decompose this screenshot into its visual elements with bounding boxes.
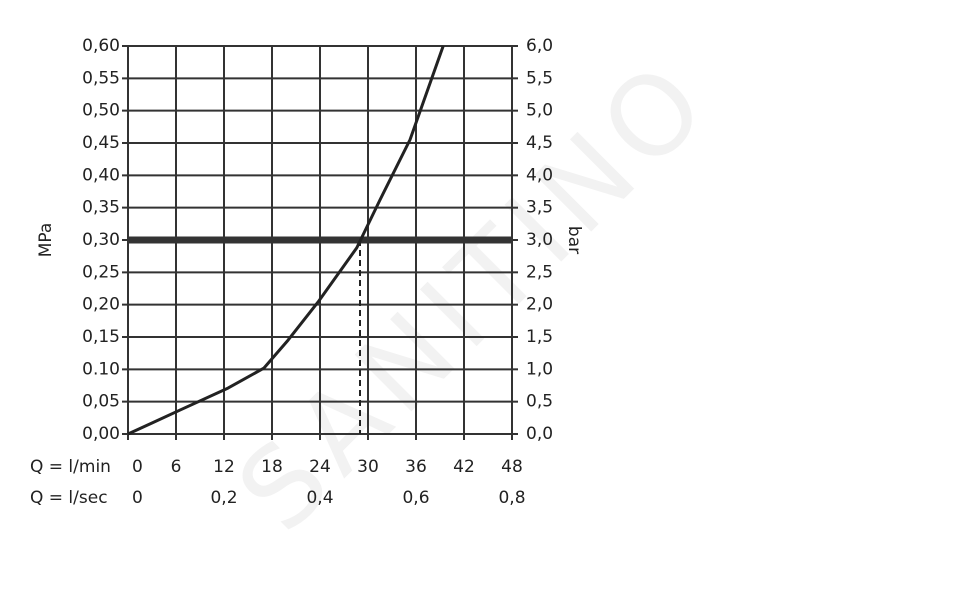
y2-tick-label: 0,0 <box>526 424 553 444</box>
x-tick-label: 0 <box>132 457 143 477</box>
x-tick-label: 24 <box>309 457 331 477</box>
x-tick-label: 12 <box>213 457 235 477</box>
x-tick-label: 6 <box>171 457 182 477</box>
y-tick-label: 0,00 <box>82 424 120 444</box>
y-tick-label: 0,60 <box>82 36 120 56</box>
y-tick-label: 0,35 <box>82 198 120 218</box>
y-tick-label: 0,50 <box>82 101 120 121</box>
x2-tick-label: 0 <box>132 488 143 508</box>
y-tick-label: 0.10 <box>82 359 120 379</box>
watermark: SANITINO <box>213 33 735 555</box>
y2-tick-label: 4,0 <box>526 165 553 185</box>
y2-tick-label: 0,5 <box>526 392 553 412</box>
y-tick-label: 0,20 <box>82 295 120 315</box>
y2-tick-label: 4,5 <box>526 133 553 153</box>
y2-tick-label: 5,0 <box>526 101 553 121</box>
y2-tick-label: 5,5 <box>526 68 553 88</box>
x2-tick-label: 0,6 <box>402 488 429 508</box>
y2-tick-label: 6,0 <box>526 36 553 56</box>
x2-tick-label: 0,4 <box>306 488 333 508</box>
curve <box>127 45 445 436</box>
x-tick-label: 30 <box>357 457 379 477</box>
y-tick-label: 0,25 <box>82 262 120 282</box>
x-tick-label: 48 <box>501 457 523 477</box>
y2-tick-label: 1,0 <box>526 359 553 379</box>
y-tick-label: 0,55 <box>82 68 120 88</box>
x2-tick-label: 0,2 <box>210 488 237 508</box>
y-tick-label: 0,15 <box>82 327 120 347</box>
x2-tick-label: 0,8 <box>498 488 525 508</box>
x-tick-label: 36 <box>405 457 427 477</box>
y2-tick-label: 2,5 <box>526 262 553 282</box>
y2-tick-label: 3,0 <box>526 230 553 250</box>
y-tick-label: 0,30 <box>82 230 120 250</box>
y2-tick-label: 3,5 <box>526 198 553 218</box>
y-tick-label: 0,45 <box>82 133 120 153</box>
x2-axis-label: Q = l/sec <box>30 488 108 508</box>
y-tick-label: 0,40 <box>82 165 120 185</box>
x-tick-label: 18 <box>261 457 283 477</box>
y2-tick-label: 1,5 <box>526 327 553 347</box>
x-tick-label: 42 <box>453 457 475 477</box>
y2-tick-label: 2,0 <box>526 295 553 315</box>
y2-axis-label: bar <box>564 226 584 254</box>
y-axis-label: MPa <box>36 223 56 258</box>
x-axis-label: Q = l/min <box>30 457 111 477</box>
y-tick-label: 0,05 <box>82 392 120 412</box>
